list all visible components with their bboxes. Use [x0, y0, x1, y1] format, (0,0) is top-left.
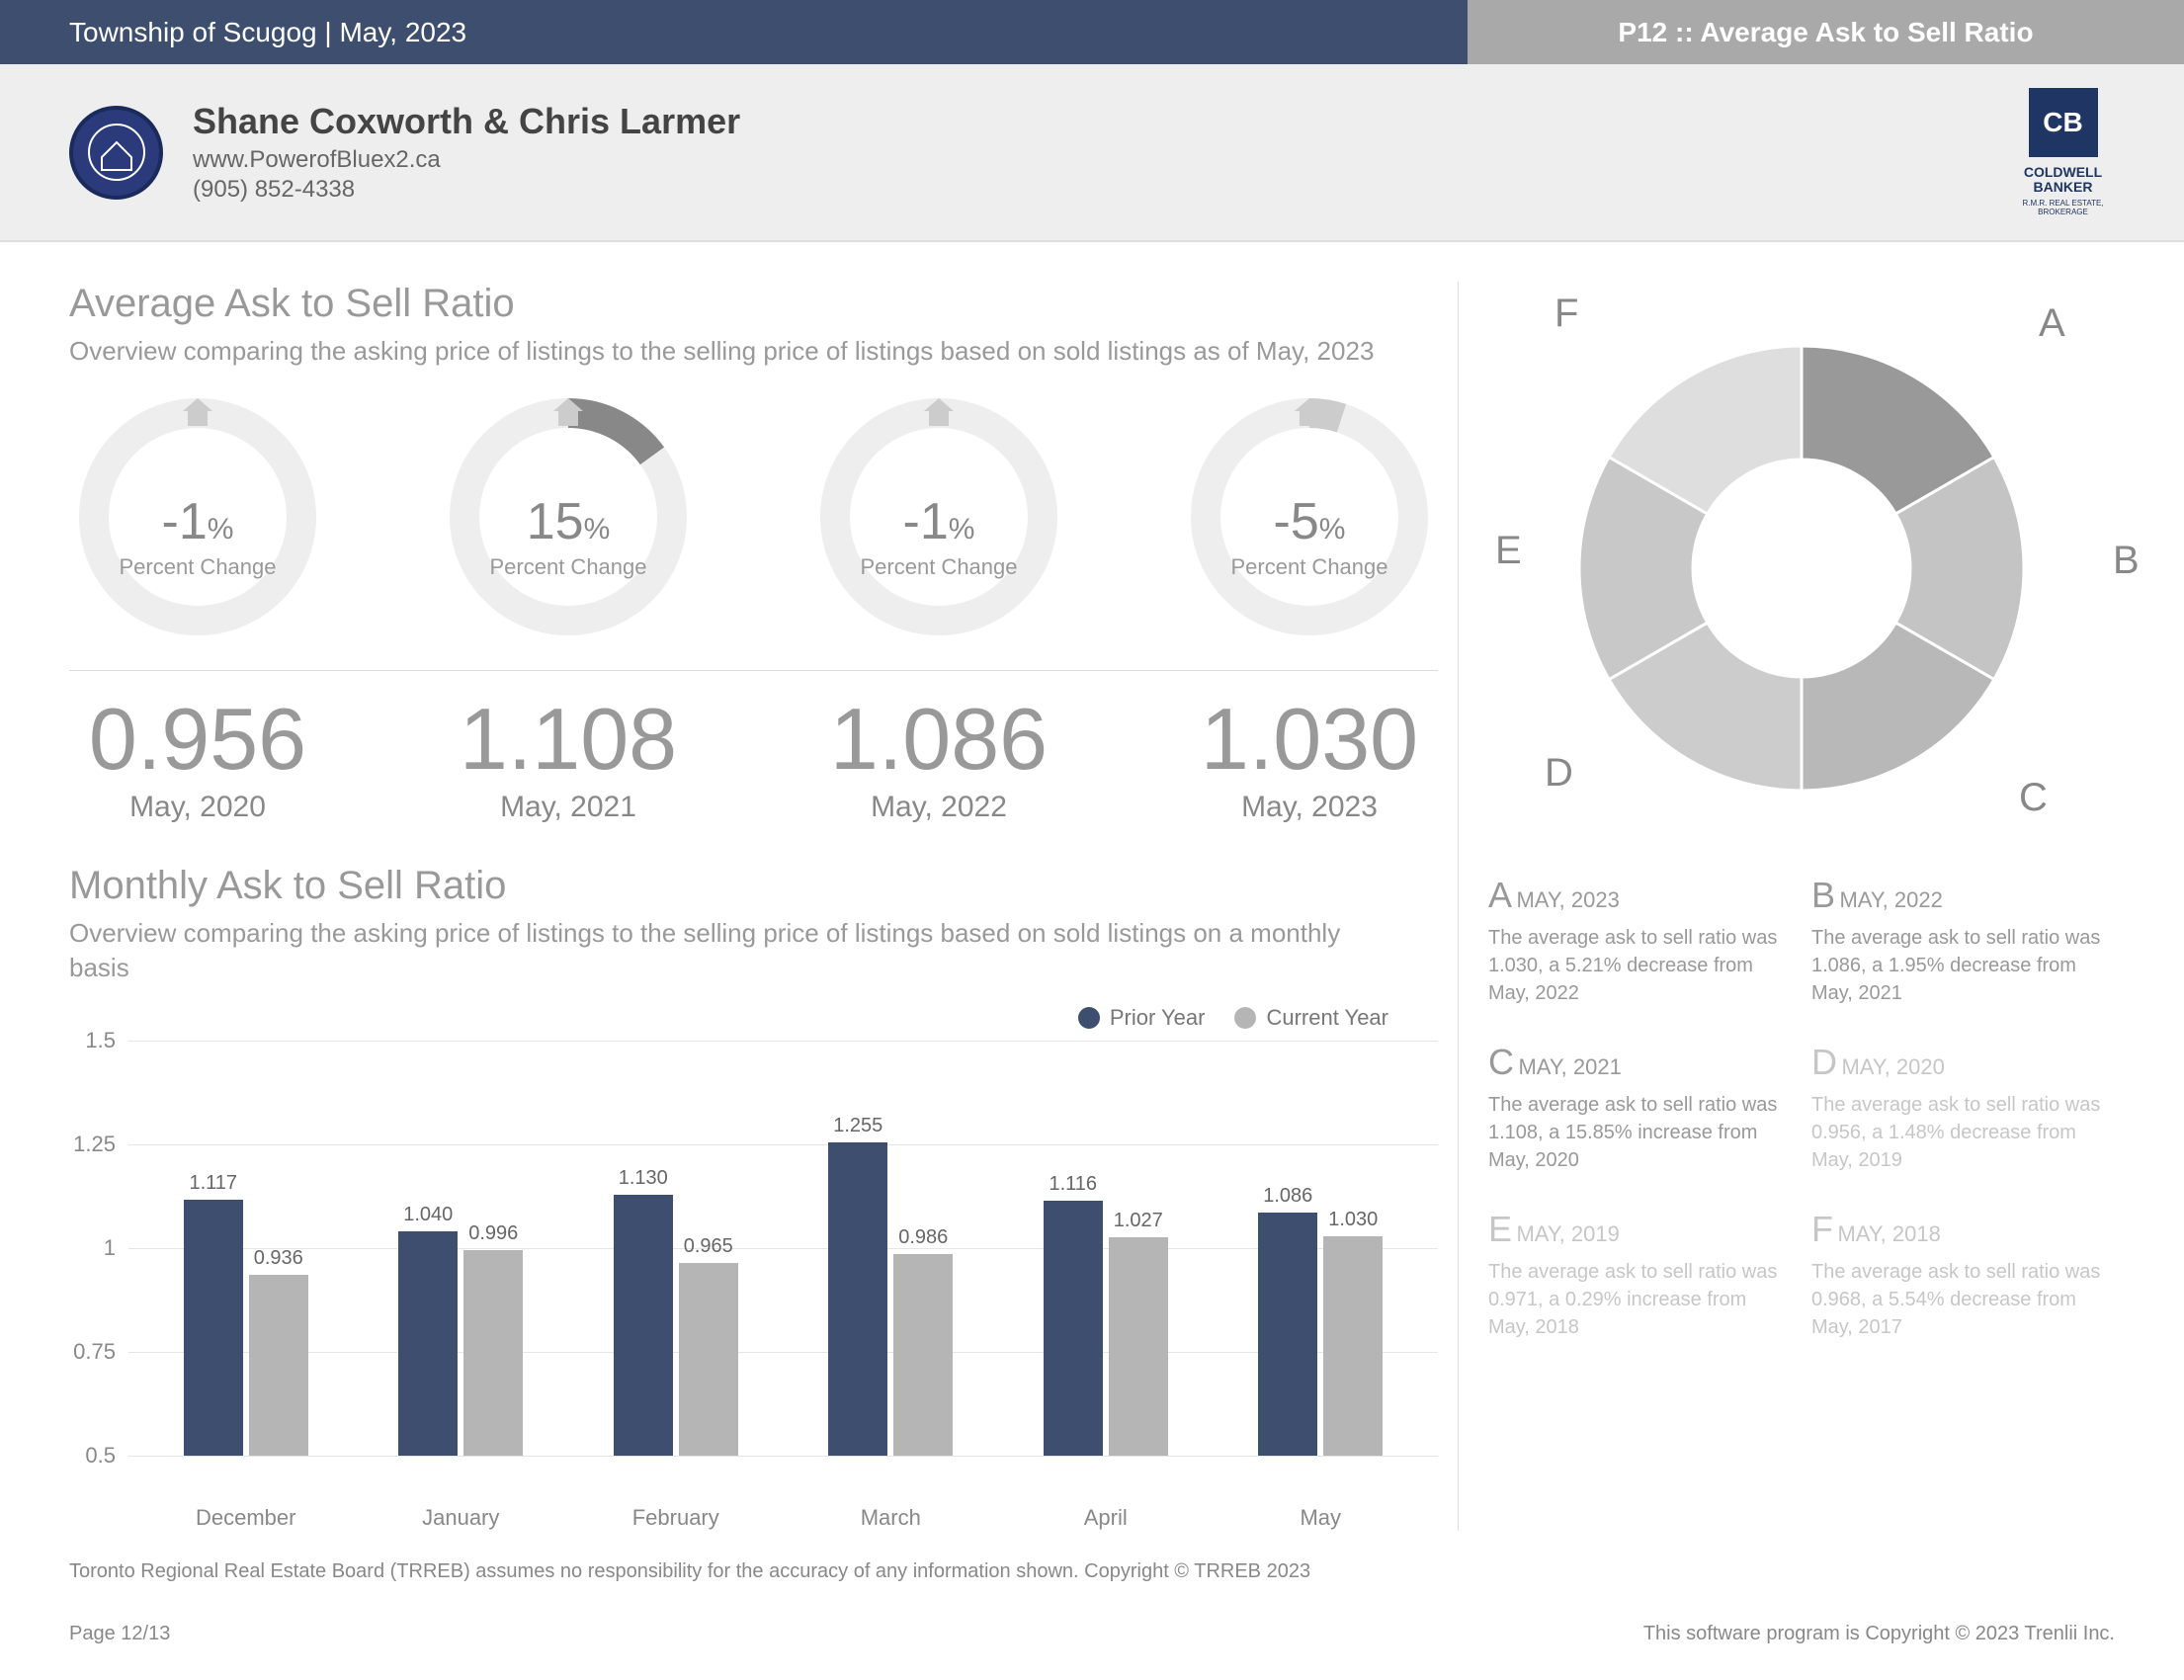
footer: Toronto Regional Real Estate Board (TRRE… [0, 1541, 2184, 1680]
gauge-0: -1% Percent Change [69, 388, 326, 650]
gauge-percent: -1% [69, 492, 326, 551]
x-label: March [816, 1505, 965, 1531]
detail-item-A: A MAY, 2023 The average ask to sell rati… [1488, 875, 1792, 1007]
donut-label-E: E [1495, 529, 1522, 573]
report-page: Township of Scugog | May, 2023 P12 :: Av… [0, 0, 2184, 1680]
right-column: ABCDEF A MAY, 2023 The average ask to se… [1458, 282, 2115, 1531]
bar-prior: 1.255 [828, 1142, 887, 1456]
detail-item-E: E MAY, 2019 The average ask to sell rati… [1488, 1209, 1792, 1341]
gauges-row: -1% Percent Change 15% Percent Change [69, 388, 1438, 650]
header-bar: Township of Scugog | May, 2023 P12 :: Av… [0, 0, 2184, 64]
donut-label-F: F [1554, 292, 1578, 336]
bar-chart-legend: Prior Year Current Year [69, 1005, 1438, 1031]
values-row: 0.956 May, 2020 1.108 May, 2021 1.086 Ma… [69, 696, 1438, 824]
value-date: May, 2020 [69, 791, 326, 824]
page-number: Page 12/13 [69, 1623, 170, 1645]
section1-desc: Overview comparing the asking price of l… [69, 334, 1384, 369]
donut-label-D: D [1545, 751, 1573, 796]
bar-current: 0.986 [893, 1254, 953, 1456]
value-date: May, 2021 [440, 791, 697, 824]
bar-group: 1.116 1.027 [1032, 1201, 1180, 1457]
value-date: May, 2023 [1181, 791, 1438, 824]
divider [69, 670, 1438, 671]
gauge-3: -5% Percent Change [1181, 388, 1438, 650]
section1-title: Average Ask to Sell Ratio [69, 282, 1438, 326]
detail-grid: A MAY, 2023 The average ask to sell rati… [1488, 875, 2115, 1341]
coldwell-banker-logo: CB COLDWELLBANKER R.M.R. REAL ESTATE, BR… [2011, 88, 2115, 217]
x-label: May [1246, 1505, 1394, 1531]
bar-chart: 0.50.7511.251.5 1.117 0.936 1.040 0.996 … [69, 1041, 1438, 1495]
value-0: 0.956 May, 2020 [69, 696, 326, 824]
bar-prior: 1.116 [1044, 1201, 1103, 1457]
bar-current: 1.030 [1323, 1236, 1383, 1457]
detail-item-D: D MAY, 2020 The average ask to sell rati… [1811, 1042, 2115, 1174]
gauge-percent: 15% [440, 492, 697, 551]
bar-current: 0.936 [249, 1275, 308, 1456]
value-1: 1.108 May, 2021 [440, 696, 697, 824]
gauge-label: Percent Change [1181, 554, 1438, 580]
section2-desc: Overview comparing the asking price of l… [69, 916, 1384, 985]
disclaimer: Toronto Regional Real Estate Board (TRRE… [69, 1560, 2115, 1583]
header-title-right: P12 :: Average Ask to Sell Ratio [1468, 0, 2184, 64]
legend-item: Current Year [1234, 1005, 1388, 1031]
value-number: 1.086 [810, 696, 1067, 783]
value-date: May, 2022 [810, 791, 1067, 824]
detail-item-B: B MAY, 2022 The average ask to sell rati… [1811, 875, 2115, 1007]
section2-title: Monthly Ask to Sell Ratio [69, 864, 1438, 908]
bar-prior: 1.117 [184, 1200, 243, 1456]
gauge-1: 15% Percent Change [440, 388, 697, 650]
agent-bar: Shane Coxworth & Chris Larmer www.Powero… [0, 64, 2184, 242]
x-label: April [1032, 1505, 1180, 1531]
x-label: February [602, 1505, 750, 1531]
bar-chart-x-axis: December January February March April May [69, 1495, 1438, 1531]
value-number: 1.108 [440, 696, 697, 783]
bar-group: 1.130 0.965 [602, 1195, 750, 1457]
agent-url: www.PowerofBluex2.ca [193, 146, 740, 174]
bar-current: 0.996 [463, 1250, 523, 1456]
gauge-label: Percent Change [810, 554, 1067, 580]
detail-item-C: C MAY, 2021 The average ask to sell rati… [1488, 1042, 1792, 1174]
bar-group: 1.086 1.030 [1246, 1213, 1394, 1456]
agent-logo [69, 106, 163, 200]
bar-prior: 1.040 [398, 1231, 458, 1456]
value-number: 1.030 [1181, 696, 1438, 783]
bar-current: 0.965 [679, 1263, 738, 1456]
gauge-2: -1% Percent Change [810, 388, 1067, 650]
gauge-label: Percent Change [440, 554, 697, 580]
legend-item: Prior Year [1078, 1005, 1206, 1031]
gauge-label: Percent Change [69, 554, 326, 580]
copyright: This software program is Copyright © 202… [1643, 1623, 2115, 1645]
donut-label-B: B [2113, 539, 2140, 583]
bar-prior: 1.086 [1258, 1213, 1317, 1456]
value-3: 1.030 May, 2023 [1181, 696, 1438, 824]
donut-label-A: A [2039, 301, 2065, 346]
bar-group: 1.040 0.996 [386, 1231, 535, 1456]
value-number: 0.956 [69, 696, 326, 783]
donut-label-C: C [2019, 776, 2048, 820]
x-label: January [386, 1505, 535, 1531]
detail-item-F: F MAY, 2018 The average ask to sell rati… [1811, 1209, 2115, 1341]
bar-current: 1.027 [1109, 1237, 1168, 1456]
agent-phone: (905) 852-4338 [193, 176, 740, 204]
x-label: December [172, 1505, 320, 1531]
bar-group: 1.117 0.936 [172, 1200, 320, 1456]
gauge-percent: -5% [1181, 492, 1438, 551]
header-title-left: Township of Scugog | May, 2023 [0, 0, 1468, 64]
bar-prior: 1.130 [614, 1195, 673, 1457]
donut-chart: ABCDEF [1515, 282, 2088, 835]
bar-group: 1.255 0.986 [816, 1142, 965, 1456]
left-column: Average Ask to Sell Ratio Overview compa… [69, 282, 1438, 1531]
gauge-percent: -1% [810, 492, 1067, 551]
agent-name: Shane Coxworth & Chris Larmer [193, 101, 740, 142]
value-2: 1.086 May, 2022 [810, 696, 1067, 824]
